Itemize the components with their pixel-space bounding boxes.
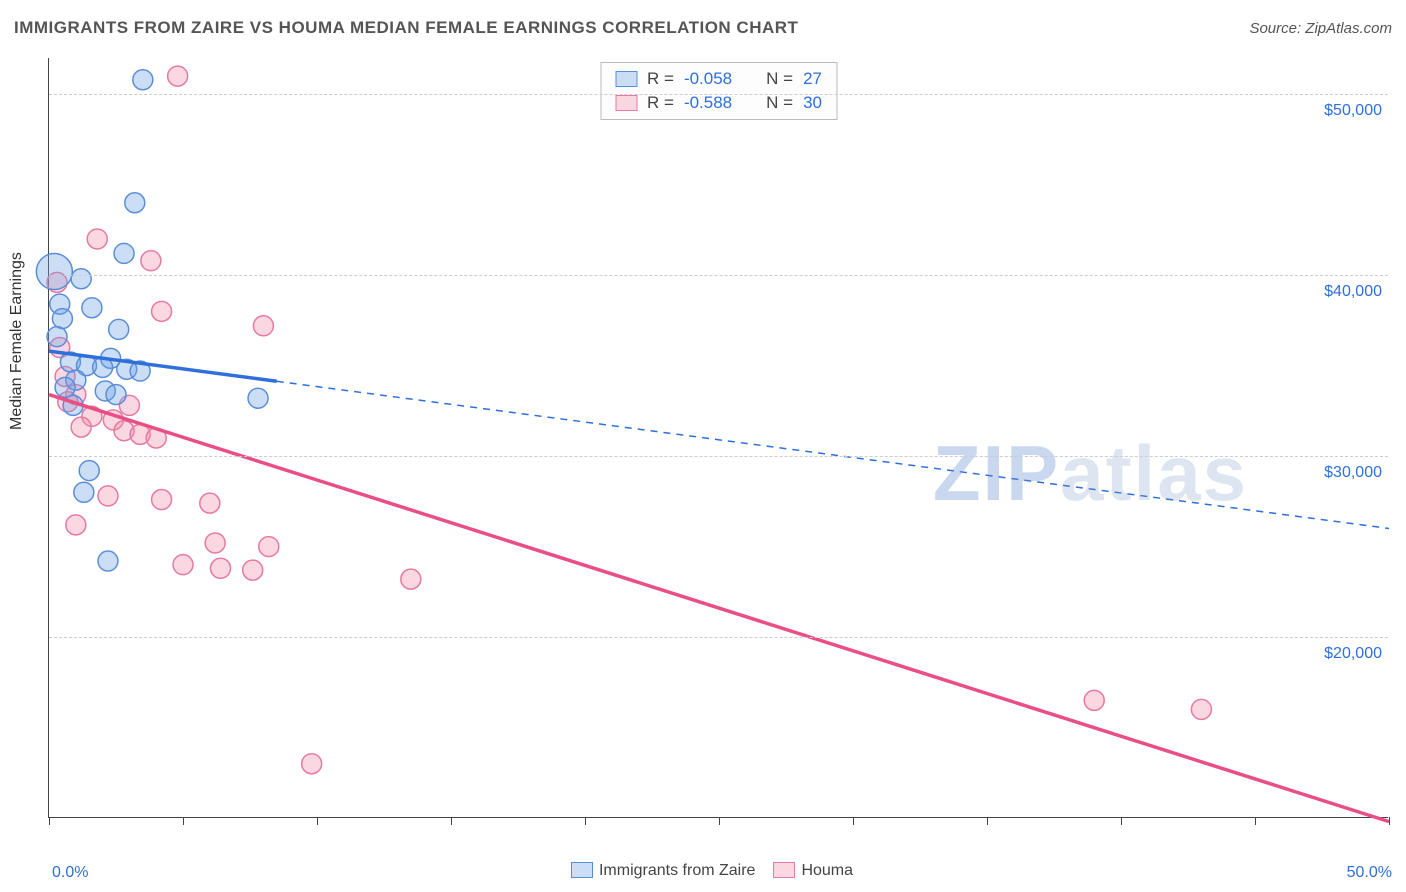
r-label: R = (647, 93, 674, 113)
x-tick (1121, 817, 1122, 825)
x-tick (183, 817, 184, 825)
x-tick (585, 817, 586, 825)
chart-container: IMMIGRANTS FROM ZAIRE VS HOUMA MEDIAN FE… (0, 0, 1406, 892)
y-tick-label: $50,000 (1324, 102, 1382, 120)
zaire-point (55, 377, 75, 397)
regression-solid (49, 395, 1389, 822)
n-value: 27 (803, 69, 822, 89)
gridline (49, 456, 1388, 457)
legend-swatch (773, 862, 795, 878)
r-label: R = (647, 69, 674, 89)
x-tick (719, 817, 720, 825)
houma-point (173, 555, 193, 575)
n-label: N = (766, 93, 793, 113)
houma-point (259, 537, 279, 557)
zaire-point (106, 385, 126, 405)
x-tick (987, 817, 988, 825)
zaire-point (79, 461, 99, 481)
legend-swatch (571, 862, 593, 878)
houma-point (152, 301, 172, 321)
y-tick-label: $20,000 (1324, 645, 1382, 663)
zaire-point (74, 482, 94, 502)
zaire-point (98, 551, 118, 571)
legend-swatch (615, 95, 637, 111)
zaire-point (82, 298, 102, 318)
zaire-point (125, 193, 145, 213)
legend-label-zaire: Immigrants from Zaire (599, 862, 755, 879)
gridline (49, 94, 1388, 95)
legend-swatch (615, 71, 637, 87)
houma-point (200, 493, 220, 513)
zaire-point (71, 269, 91, 289)
zaire-point (109, 319, 129, 339)
houma-point (401, 569, 421, 589)
houma-point (302, 754, 322, 774)
gridline (49, 637, 1388, 638)
houma-point (71, 417, 91, 437)
x-tick (451, 817, 452, 825)
houma-point (87, 229, 107, 249)
regression-dashed (277, 381, 1389, 528)
zaire-point (52, 309, 72, 329)
houma-point (1084, 690, 1104, 710)
houma-point (66, 515, 86, 535)
houma-point (211, 558, 231, 578)
x-tick (317, 817, 318, 825)
chart-title: IMMIGRANTS FROM ZAIRE VS HOUMA MEDIAN FE… (14, 18, 798, 37)
zaire-point (114, 243, 134, 263)
legend-label-houma: Houma (801, 862, 853, 879)
y-axis-label: Median Female Earnings (8, 252, 26, 430)
x-tick (49, 817, 50, 825)
n-label: N = (766, 69, 793, 89)
houma-point (98, 486, 118, 506)
plot-area: R = -0.058N = 27R = -0.588N = 30 ZIPatla… (48, 58, 1388, 818)
houma-point (168, 66, 188, 86)
r-value: -0.058 (684, 69, 732, 89)
x-tick (1255, 817, 1256, 825)
x-tick (853, 817, 854, 825)
houma-point (205, 533, 225, 553)
y-tick-label: $30,000 (1324, 464, 1382, 482)
gridline (49, 275, 1388, 276)
zaire-point (133, 70, 153, 90)
zaire-point (47, 327, 67, 347)
r-value: -0.588 (684, 93, 732, 113)
plot-svg (49, 58, 1388, 817)
source-label: Source: ZipAtlas.com (1249, 20, 1392, 37)
houma-point (141, 251, 161, 271)
houma-point (152, 490, 172, 510)
zaire-point (248, 388, 268, 408)
series-legend: Immigrants from Zaire Houma (0, 862, 1406, 880)
houma-point (243, 560, 263, 580)
header: IMMIGRANTS FROM ZAIRE VS HOUMA MEDIAN FE… (14, 18, 1392, 42)
n-value: 30 (803, 93, 822, 113)
houma-point (1191, 699, 1211, 719)
x-tick (1389, 817, 1390, 825)
correlation-legend: R = -0.058 N = 27 R = -0.588 N = 30 (600, 62, 837, 120)
legend-row-zaire: R = -0.058 N = 27 (615, 67, 822, 91)
zaire-point (36, 254, 72, 290)
y-tick-label: $40,000 (1324, 283, 1382, 301)
houma-point (253, 316, 273, 336)
